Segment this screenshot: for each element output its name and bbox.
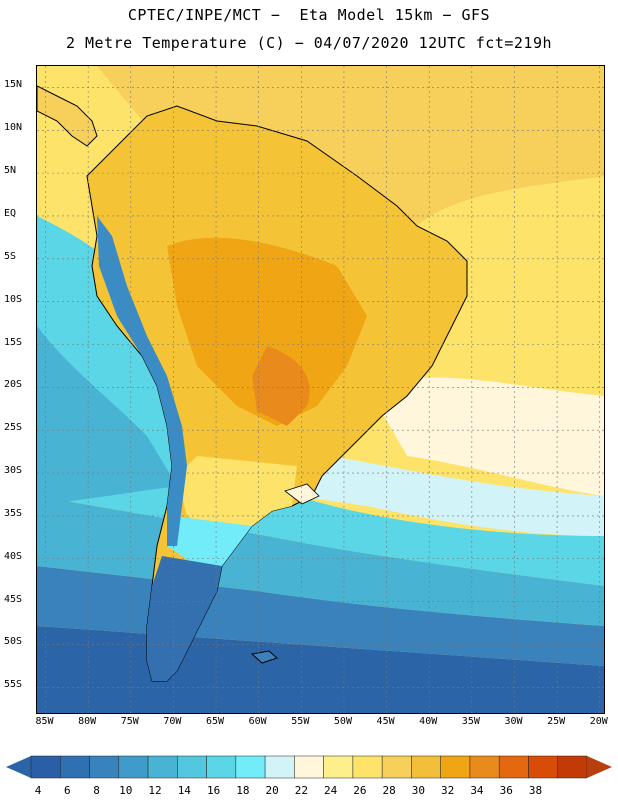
subtropical-transition-band [297,451,604,536]
colorbar-cell [294,755,324,779]
colorbar-cell [89,755,120,779]
colorbar-cell [235,755,266,779]
colorbar-tick-label: 12 [148,784,162,797]
colorbar-tick-label: 16 [206,784,221,797]
lat-label: 25S [4,422,23,434]
colorbar-cells [30,755,588,779]
central-america-landmass [37,85,98,147]
lat-label: 40S [4,550,23,562]
lon-label: 55W [291,716,310,727]
colorbar-tick-label: 32 [441,784,455,797]
lat-label: 35S [4,507,23,519]
colorbar-cell [30,755,61,779]
lon-label: 35W [461,716,480,727]
colorbar-tick-label: 28 [382,784,396,797]
colorbar-tick-label: 34 [470,784,484,797]
temperature-colorbar [6,755,612,779]
colorbar-cell [440,755,471,779]
colorbar-cell [469,755,500,779]
colorbar-tick-label: 10 [119,784,133,797]
argentina-cool-region [167,516,252,566]
lat-label: 10N [4,122,23,134]
colorbar-cell [206,755,237,779]
colorbar-tick-label: 14 [177,784,191,797]
lat-label: 55S [4,679,23,691]
colorbar-cell [177,755,207,779]
temperature-map [36,65,605,714]
lon-label: 75W [120,716,139,727]
colorbar-over-arrow [587,756,612,778]
lon-label: 45W [376,716,395,727]
lon-label: 60W [248,716,267,727]
colorbar-cell [498,755,529,779]
map-canvas [37,66,604,713]
map-subtitle: 2 Metre Temperature (C) − 04/07/2020 12U… [65,34,553,52]
lon-label: 40W [419,716,438,727]
colorbar-under-arrow [6,756,31,778]
lat-label: 45S [4,593,23,605]
lat-label: 10S [4,293,23,305]
lat-label: 30S [4,465,23,477]
colorbar-tick-label: 18 [236,784,250,797]
lon-label: 70W [163,716,182,727]
amazon-hot-region [167,237,367,426]
lat-label: 20S [4,379,23,391]
colorbar-cell [323,755,354,779]
lon-label: 20W [589,716,608,727]
colorbar-cell [411,755,441,779]
colorbar-cell [147,755,178,779]
pantanal-hottest-region [252,346,310,426]
colorbar-tick-label: 8 [93,784,100,797]
colorbar-cell [528,755,558,779]
colorbar-tick-label: 38 [528,784,543,797]
colorbar-cell [557,755,588,779]
lat-label: 15N [4,79,23,91]
colorbar-cell [60,755,90,779]
subtropical-atlantic-band [367,377,604,496]
lon-label: 30W [504,716,523,727]
colorbar-tick-label: 30 [411,784,426,797]
colorbar-tick-label: 24 [324,784,338,797]
uruguay-outline [284,483,320,505]
lat-label: EQ [4,207,17,219]
colorbar-tick-label: 6 [63,784,71,797]
map-title: CPTEC/INPE/MCT − Eta Model 15km − GFS [127,6,491,24]
lat-label: 5N [4,165,17,177]
lon-label: 50W [333,716,352,727]
falkland-islands [250,650,278,664]
colorbar-tick-label: 36 [499,784,513,797]
lon-label: 85W [35,716,54,727]
pacific-ocean-band [37,326,177,506]
colorbar-tick-label: 26 [353,784,367,797]
lon-label: 65W [206,716,225,727]
colorbar-cell [352,755,383,779]
colorbar-cell [264,755,295,779]
colorbar-cell [118,755,149,779]
lat-label: 15S [4,336,23,348]
lon-label: 25W [547,716,566,727]
andes-cold-strip [97,216,187,546]
lat-label: 5S [4,250,17,262]
colorbar-tick-label: 20 [265,784,279,797]
patagonia-cold-region [147,556,222,681]
colorbar-tick-label: 22 [294,784,308,797]
colorbar-tick-label: 4 [34,784,42,797]
lon-label: 80W [78,716,97,727]
colorbar-cell [381,755,412,779]
lat-label: 50S [4,636,23,648]
